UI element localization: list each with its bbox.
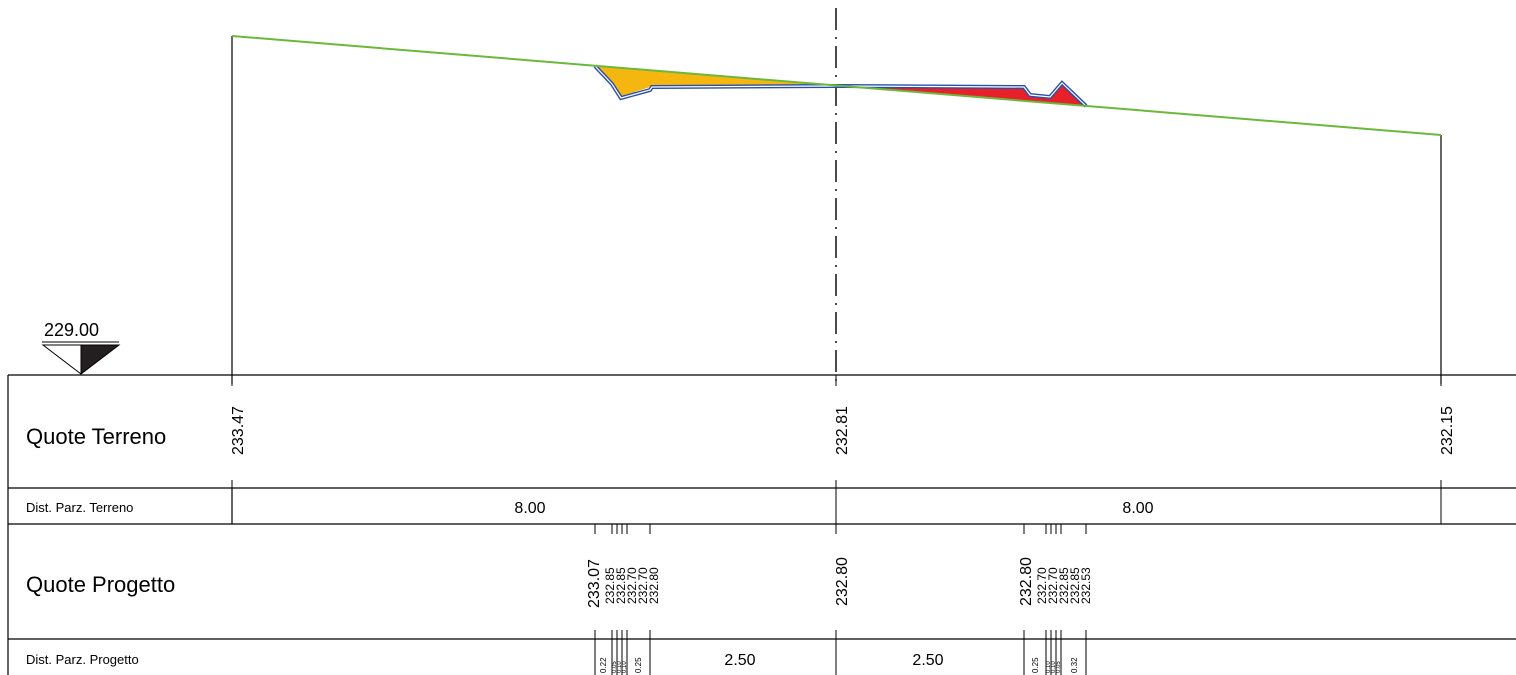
terreno-ticks [231,375,1442,524]
quota-terreno-left: 233.47 [230,406,247,455]
quota-progetto-left-1: 232.85 [603,567,617,604]
dist-progetto-left-5: 0.25 [634,657,643,673]
datum-label: 229.00 [44,320,99,340]
datum-triangle-white [41,344,82,376]
dist-progetto-right-5: 0.32 [1070,657,1079,673]
quota-progetto-right-3: 232.85 [1057,567,1071,604]
quota-progetto-left-2: 232.85 [614,567,628,604]
datum-triangle-black [80,344,121,376]
row-label-dist-parz-terreno: Dist. Parz. Terreno [26,500,133,515]
row-label-dist-parz-progetto: Dist. Parz. Progetto [26,652,139,667]
dist-progetto-left-4: 0.10 [622,661,628,673]
quota-progetto-right-4: 232.85 [1068,567,1082,604]
terrain-line [231,35,1442,136]
dist-terreno-right: 8.00 [1122,500,1153,517]
quota-progetto-center: 232.80 [834,557,851,606]
quota-progetto-left-main: 233.07 [586,559,603,608]
quota-progetto-right-5: 232.53 [1079,567,1093,604]
dist-progetto-right-3: 0.10 [1051,661,1057,673]
quota-progetto-right-2: 232.70 [1046,567,1060,604]
dist-progetto-right-4: 0.05 [1056,661,1062,673]
dist-terreno-left: 8.00 [514,500,545,517]
road-outline-left-inner [594,65,837,99]
cut-area [595,66,836,96]
dist-progetto-right-main: 2.50 [912,652,943,669]
row-label-quote-terreno: Quote Terreno [26,424,166,449]
dist-progetto-left-1: 0.22 [599,657,608,673]
progetto-ticks [594,524,1087,534]
quota-progetto-left-3: 232.70 [625,567,639,604]
dist-progetto-right-2: 0.10 [1046,661,1052,673]
road-outline-right-inner [835,82,1087,107]
quota-terreno-right: 232.15 [1439,406,1456,455]
dist-progetto-left-main: 2.50 [724,652,755,669]
dist-progetto-right-1: 0.25 [1031,657,1040,673]
quota-progetto-left-5: 232.80 [647,567,661,604]
dist-progetto-left-2: 0.05 [612,661,618,673]
quota-terreno-center: 232.81 [834,406,851,455]
row-label-quote-progetto: Quote Progetto [26,572,175,597]
quota-progetto-left-4: 232.70 [636,567,650,604]
dist-progetto-ticks [594,630,1087,675]
quota-progetto-right-main: 232.80 [1018,557,1035,606]
quota-progetto-right-1: 232.70 [1035,567,1049,604]
dist-progetto-left-3: 0.10 [617,661,623,673]
